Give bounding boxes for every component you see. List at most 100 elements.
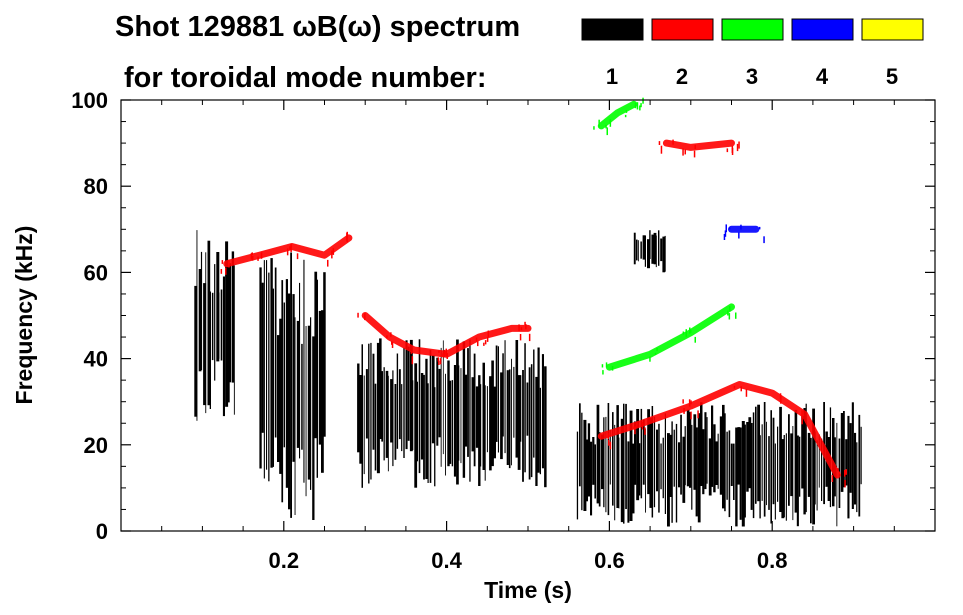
spectral-streak	[763, 402, 766, 517]
spectral-streak	[847, 415, 850, 519]
trace-speckle	[672, 139, 674, 145]
spectral-streak	[427, 383, 429, 483]
trace-speckle	[641, 422, 644, 430]
trace-speckle	[729, 306, 731, 312]
spectral-streak	[649, 418, 653, 508]
spectral-streak	[321, 310, 324, 473]
spectral-streak	[810, 437, 812, 524]
trace-speckle	[289, 246, 291, 250]
spectral-streak	[500, 372, 503, 460]
spectral-streak	[583, 419, 587, 511]
spectral-streak	[522, 370, 524, 482]
spectral-streak	[675, 423, 678, 523]
x-tick-label: 0.8	[757, 548, 788, 573]
spectral-streak	[620, 418, 623, 523]
spectral-streak	[576, 431, 579, 520]
y-tick-label: 20	[84, 433, 108, 458]
trace-speckle	[601, 364, 604, 368]
spectral-streak	[299, 282, 301, 459]
trace-speckle	[364, 313, 366, 321]
trace-speckle	[779, 393, 782, 400]
spectral-streak	[314, 271, 318, 439]
spectral-streak	[222, 276, 225, 417]
series-n=1-region-1	[259, 252, 326, 520]
spectral-streak	[368, 343, 370, 484]
trace-speckle	[654, 352, 657, 355]
spectral-streak	[203, 283, 207, 406]
spectral-streak	[794, 409, 798, 513]
trace-speckle	[607, 433, 609, 440]
trace-speckle	[443, 349, 446, 358]
spectral-streak	[627, 441, 630, 523]
spectral-streak	[394, 384, 397, 460]
spectral-streak	[261, 282, 264, 433]
spectral-streak	[807, 432, 811, 497]
trace-speckle	[484, 340, 487, 345]
spectral-streak	[537, 347, 540, 473]
series-n=3	[593, 97, 737, 375]
trace-speckle	[801, 410, 803, 418]
spectral-streak	[405, 340, 408, 450]
spectral-streak	[385, 370, 389, 458]
spectral-streak	[590, 441, 593, 516]
spectral-streak	[381, 371, 383, 442]
trace-speckle	[624, 114, 627, 118]
trace-speckle	[642, 97, 644, 104]
spectral-streak	[642, 235, 645, 260]
spectral-streak	[803, 408, 806, 515]
spectral-streak	[216, 252, 220, 362]
spectral-streak	[316, 279, 318, 478]
spectral-streak	[396, 353, 399, 449]
spectral-streak	[467, 348, 469, 457]
spectral-streak	[420, 373, 424, 460]
spectral-streak	[374, 383, 377, 471]
trace-speckle	[257, 256, 259, 261]
spectral-streak	[746, 422, 749, 492]
spectral-streak	[752, 412, 755, 519]
trace-speckle	[483, 342, 485, 346]
spectral-streak	[788, 414, 790, 506]
spectral-streak	[849, 423, 852, 493]
spectral-streak	[502, 353, 504, 437]
spectral-streak	[412, 380, 414, 450]
spectral-streak	[270, 258, 273, 468]
spectral-streak	[392, 370, 394, 467]
spectral-streak	[814, 431, 816, 505]
chart-title-line2: for toroidal mode number:	[124, 62, 487, 94]
spectral-streak	[792, 426, 794, 521]
trace-speckle	[442, 353, 444, 357]
trace-speckle	[634, 102, 637, 109]
trace-speckle	[528, 333, 531, 342]
spectral-streak	[225, 241, 229, 407]
spectral-streak	[207, 240, 211, 406]
spectral-streak	[662, 437, 664, 499]
spectral-streak	[667, 433, 670, 527]
spectral-streak	[383, 367, 385, 461]
trace-speckle	[286, 248, 289, 256]
spectral-streak	[497, 346, 499, 453]
spectral-streak	[678, 442, 681, 488]
spectral-streak	[748, 417, 752, 489]
trace-speckle	[635, 426, 637, 429]
spectral-streak	[585, 439, 588, 502]
trace-speckle	[685, 329, 687, 337]
spectral-streak	[801, 416, 804, 489]
trace-speckle	[636, 102, 639, 110]
spectral-streak	[357, 363, 360, 453]
trace-speckle	[609, 119, 612, 127]
trace-speckle	[690, 411, 692, 420]
trace-speckle	[608, 439, 610, 446]
spectral-streak	[288, 293, 291, 510]
trace-speckle	[745, 389, 748, 397]
spectral-streak	[735, 427, 738, 527]
spectral-streak	[757, 404, 760, 502]
spectral-streak	[669, 434, 672, 497]
spectral-streak	[194, 285, 198, 417]
trace-speckle	[250, 253, 253, 260]
trace-speckle	[606, 127, 608, 136]
spectral-streak	[519, 375, 522, 442]
spectral-streak	[642, 419, 645, 485]
trace-speckle	[290, 245, 292, 253]
trace-speckle	[386, 335, 388, 339]
spectral-streak	[768, 436, 770, 510]
